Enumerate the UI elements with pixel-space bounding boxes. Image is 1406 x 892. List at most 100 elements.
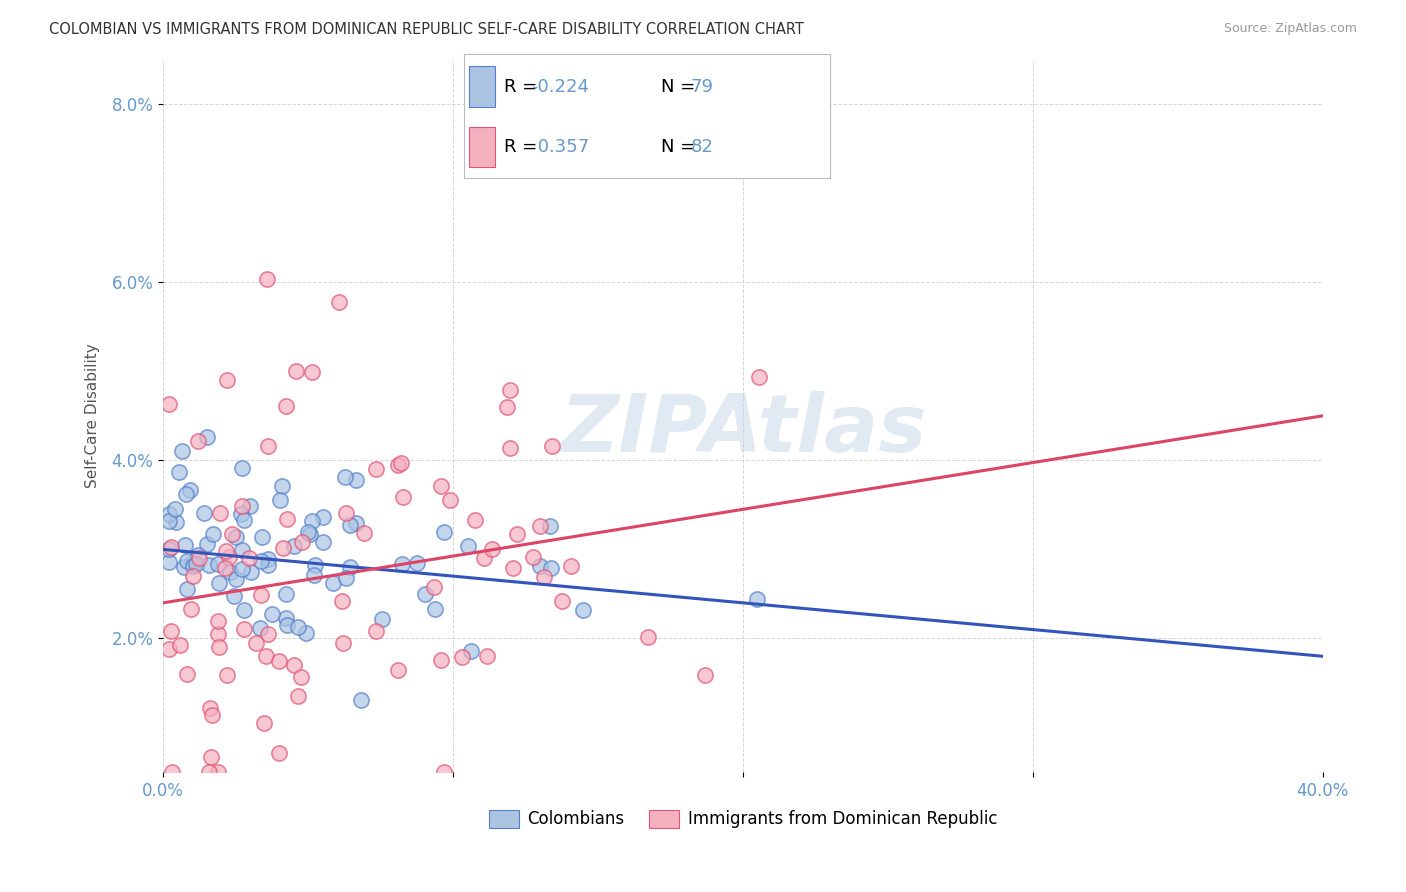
Point <box>502 560 524 574</box>
Point <box>350 693 373 707</box>
Point <box>433 525 456 540</box>
Point <box>173 560 195 574</box>
Point <box>301 365 323 379</box>
Point <box>200 701 222 715</box>
Point <box>312 534 335 549</box>
Point <box>257 558 280 572</box>
Point <box>180 556 202 570</box>
Point <box>231 461 253 475</box>
Point <box>433 765 456 780</box>
Point <box>267 746 290 760</box>
Point <box>195 430 218 444</box>
Point <box>387 458 409 472</box>
Point <box>231 562 253 576</box>
Point <box>200 750 222 764</box>
Point <box>406 557 429 571</box>
Point <box>207 765 229 780</box>
Point <box>460 644 482 658</box>
Point <box>179 483 201 497</box>
Point <box>180 602 202 616</box>
Point <box>218 550 240 565</box>
Point <box>439 493 461 508</box>
Point <box>187 434 209 449</box>
Point <box>170 443 193 458</box>
Point <box>239 499 262 513</box>
Point <box>245 636 267 650</box>
Point <box>328 295 350 310</box>
Point <box>157 641 180 656</box>
Point <box>250 530 273 544</box>
Y-axis label: Self-Care Disability: Self-Care Disability <box>86 343 100 488</box>
Text: 82: 82 <box>690 138 713 156</box>
Point <box>304 558 326 573</box>
Point <box>262 607 284 621</box>
Point <box>276 512 298 526</box>
Text: ZIPAtlas: ZIPAtlas <box>560 391 927 469</box>
Point <box>295 626 318 640</box>
Point <box>224 589 246 603</box>
Point <box>271 479 294 493</box>
Point <box>366 624 388 639</box>
Point <box>389 456 412 470</box>
Point <box>430 653 453 667</box>
Point <box>540 439 562 453</box>
Point <box>332 594 354 608</box>
Point <box>254 648 277 663</box>
Point <box>176 553 198 567</box>
Point <box>188 551 211 566</box>
Point <box>423 602 446 616</box>
Point <box>276 399 298 413</box>
Point <box>332 635 354 649</box>
Point <box>231 542 253 557</box>
Point <box>344 516 367 531</box>
Point <box>276 618 298 632</box>
Point <box>225 572 247 586</box>
Point <box>333 470 356 484</box>
Bar <box>470 127 495 167</box>
Point <box>157 397 180 411</box>
Point <box>322 576 344 591</box>
Text: R =: R = <box>505 78 543 95</box>
Point <box>344 473 367 487</box>
Point <box>287 689 309 703</box>
Point <box>477 648 499 663</box>
Point <box>339 560 361 574</box>
Point <box>195 536 218 550</box>
Text: N =: N = <box>661 78 702 95</box>
Point <box>256 272 278 286</box>
Point <box>283 657 305 672</box>
Text: R =: R = <box>505 138 543 156</box>
Point <box>157 554 180 568</box>
Point <box>221 527 243 541</box>
Point <box>451 649 474 664</box>
Point <box>225 531 247 545</box>
Point <box>387 663 409 677</box>
Point <box>169 638 191 652</box>
Point <box>187 548 209 562</box>
Point <box>283 539 305 553</box>
Point <box>290 670 312 684</box>
Point <box>207 558 229 572</box>
Point <box>181 559 204 574</box>
Point <box>274 611 297 625</box>
Point <box>208 576 231 591</box>
Point <box>159 624 181 638</box>
Point <box>229 507 252 521</box>
Point <box>157 541 180 556</box>
Point <box>312 509 335 524</box>
Point <box>540 561 562 575</box>
Point <box>533 570 555 584</box>
Point <box>560 559 582 574</box>
Point <box>231 499 253 513</box>
Point <box>219 565 242 579</box>
Legend: Colombians, Immigrants from Dominican Republic: Colombians, Immigrants from Dominican Re… <box>482 803 1004 835</box>
Point <box>745 592 768 607</box>
Point <box>572 602 595 616</box>
Point <box>274 587 297 601</box>
Text: 79: 79 <box>690 78 714 95</box>
Point <box>637 630 659 644</box>
Point <box>181 569 204 583</box>
Point <box>391 557 413 571</box>
Text: 0.357: 0.357 <box>531 138 589 156</box>
Point <box>287 620 309 634</box>
